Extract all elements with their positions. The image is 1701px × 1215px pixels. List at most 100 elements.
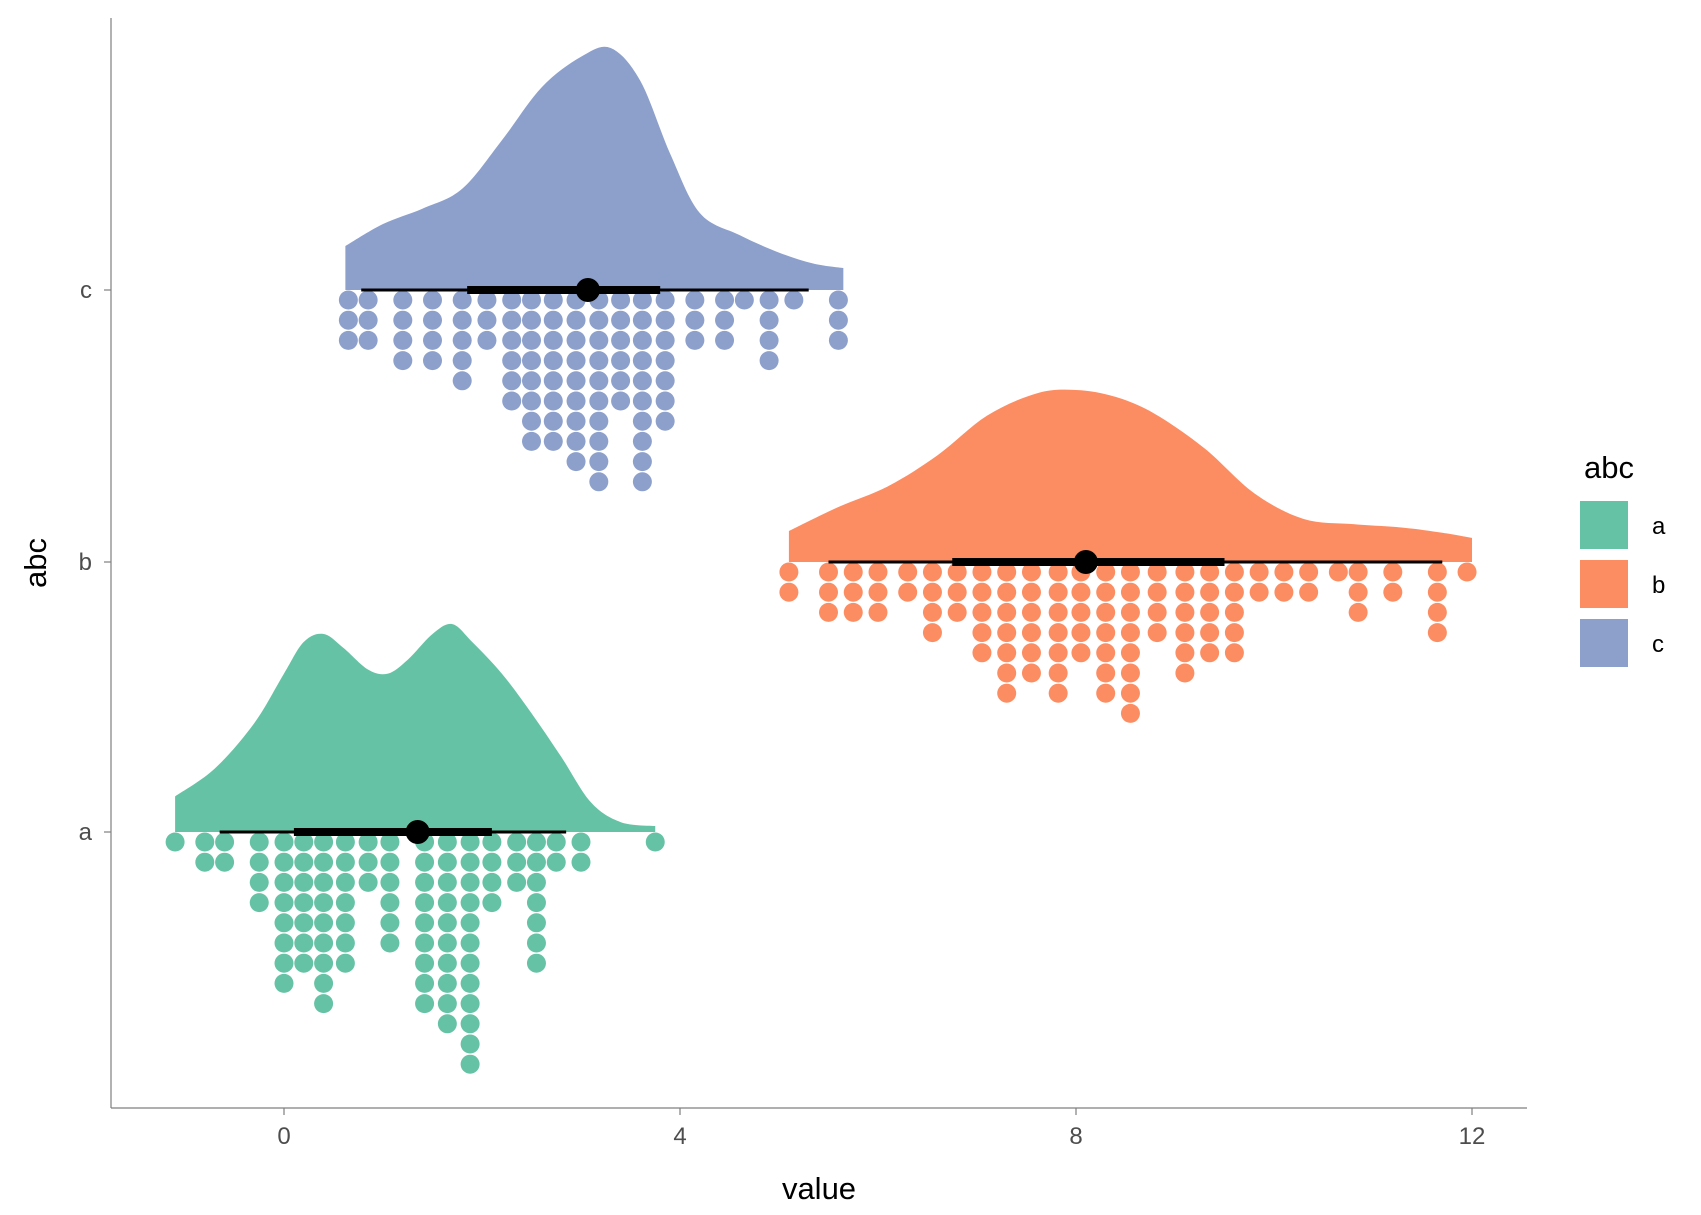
dot-c: [715, 310, 735, 330]
dot-a: [507, 852, 527, 872]
dot-b: [1071, 582, 1091, 602]
dot-b: [947, 602, 967, 622]
dot-a: [335, 913, 355, 933]
dot-c: [543, 290, 563, 310]
dot-b: [1274, 582, 1294, 602]
dot-a: [437, 852, 457, 872]
dot-c: [632, 452, 652, 472]
dot-b: [922, 562, 942, 582]
dot-b: [1175, 643, 1195, 663]
dot-a: [526, 893, 546, 913]
dot-b: [997, 623, 1017, 643]
dot-a: [460, 913, 480, 933]
dot-a: [437, 933, 457, 953]
dot-a: [335, 872, 355, 892]
dot-b: [922, 582, 942, 602]
dot-a: [195, 832, 215, 852]
dot-c: [632, 472, 652, 492]
dot-c: [589, 330, 609, 350]
dot-a: [380, 933, 400, 953]
dot-b: [868, 582, 888, 602]
dot-b: [1096, 643, 1116, 663]
legend-items: a b c: [1580, 501, 1666, 667]
density-b: [788, 389, 1472, 562]
dot-c: [611, 351, 631, 371]
dot-a: [165, 832, 185, 852]
dot-b: [997, 582, 1017, 602]
dot-a: [314, 852, 334, 872]
dot-a: [507, 832, 527, 852]
dot-a: [415, 852, 435, 872]
dot-c: [566, 310, 586, 330]
dot-b: [972, 562, 992, 582]
dot-a: [460, 933, 480, 953]
dot-b: [819, 602, 838, 622]
dot-a: [460, 1034, 480, 1054]
dot-b: [1120, 582, 1140, 602]
dot-a: [415, 973, 435, 993]
dot-c: [715, 290, 735, 310]
dot-c: [685, 310, 705, 330]
dot-b: [1249, 582, 1269, 602]
dot-a: [274, 872, 294, 892]
dot-c: [477, 310, 497, 330]
dot-a: [415, 872, 435, 892]
dot-a: [482, 832, 502, 852]
dot-c: [543, 330, 563, 350]
dot-b: [898, 562, 918, 582]
dot-a: [274, 852, 294, 872]
dot-c: [452, 351, 472, 371]
dot-c: [543, 310, 563, 330]
dot-b: [947, 582, 967, 602]
dot-c: [828, 310, 848, 330]
dot-b: [1071, 643, 1091, 663]
dot-a: [526, 933, 546, 953]
dot-a: [526, 852, 546, 872]
dot-a: [314, 973, 334, 993]
dot-b: [1021, 663, 1041, 683]
dot-c: [828, 330, 848, 350]
dot-a: [482, 893, 502, 913]
dot-c: [543, 391, 563, 411]
dot-c: [423, 330, 442, 350]
dot-c: [522, 330, 541, 350]
dot-a: [294, 832, 314, 852]
dot-a: [482, 852, 502, 872]
x-tick-label: 12: [1459, 1123, 1486, 1150]
dot-c: [655, 310, 675, 330]
dot-c: [589, 351, 609, 371]
dot-a: [294, 913, 314, 933]
dot-c: [522, 431, 541, 451]
dot-b: [779, 562, 799, 582]
dot-a: [437, 1014, 457, 1034]
dot-a: [437, 953, 457, 973]
dot-b: [1096, 562, 1116, 582]
dot-b: [779, 582, 799, 602]
dot-b: [1427, 562, 1447, 582]
dot-b: [1096, 683, 1116, 703]
dot-a: [314, 953, 334, 973]
dot-a: [314, 913, 334, 933]
dot-b: [972, 582, 992, 602]
dot-a: [460, 994, 480, 1014]
dot-c: [589, 371, 609, 391]
dot-b: [1200, 643, 1220, 663]
plot-area: [165, 46, 1477, 1074]
dot-b: [1427, 582, 1447, 602]
legend: abc abc: [1580, 450, 1666, 667]
dot-b: [1200, 602, 1220, 622]
dot-b: [1071, 602, 1091, 622]
dot-a: [249, 832, 269, 852]
dot-a: [507, 872, 527, 892]
x-axis-ticks: 0 4 8 12: [277, 1108, 1485, 1150]
dot-b: [1120, 562, 1140, 582]
dot-a: [195, 852, 215, 872]
dot-a: [526, 872, 546, 892]
dot-a: [358, 832, 378, 852]
dot-c: [611, 391, 631, 411]
dot-a: [335, 893, 355, 913]
dot-b: [1200, 623, 1220, 643]
dot-b: [1120, 703, 1140, 723]
dot-c: [452, 330, 472, 350]
dot-a: [274, 832, 294, 852]
